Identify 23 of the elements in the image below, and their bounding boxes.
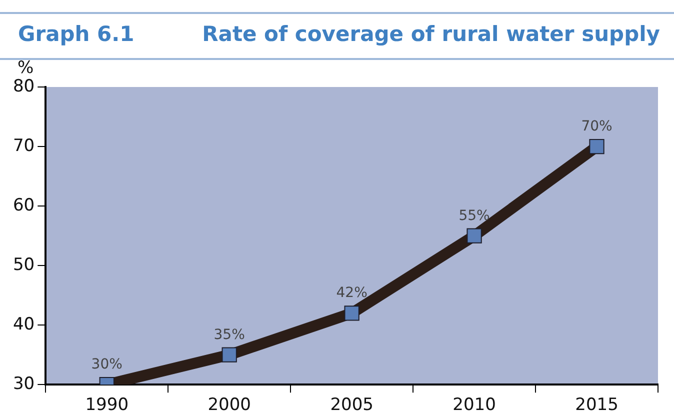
point bbox=[344, 306, 360, 321]
data-label: 30% bbox=[91, 356, 122, 373]
x-tick-label: 2005 bbox=[330, 395, 374, 416]
data-label: 55% bbox=[458, 208, 490, 224]
y-tick-label: 80 bbox=[12, 76, 35, 96]
y-tick-label: 70 bbox=[12, 136, 35, 156]
data-label: 70% bbox=[581, 118, 612, 135]
chart-title: Graph 6.1 bbox=[18, 22, 134, 46]
data-label: 42% bbox=[336, 285, 368, 302]
y-tick-label: 40 bbox=[12, 314, 35, 334]
x-tick-label: 2000 bbox=[208, 395, 251, 416]
x-tick-label: 2010 bbox=[452, 395, 496, 416]
point bbox=[466, 228, 482, 244]
x-tick-label: 2015 bbox=[575, 395, 618, 416]
y-axis-title: % bbox=[18, 58, 34, 78]
y-tick-label: 60 bbox=[12, 195, 35, 216]
chart-subtitle: Rate of coverage of rural water supply bbox=[202, 22, 660, 46]
point bbox=[222, 347, 237, 362]
y-tick-label: 30 bbox=[12, 374, 35, 394]
data-label: 35% bbox=[214, 326, 245, 343]
y-tick-label: 50 bbox=[12, 254, 35, 275]
point bbox=[589, 138, 604, 154]
x-tick-label: 1990 bbox=[85, 395, 128, 416]
